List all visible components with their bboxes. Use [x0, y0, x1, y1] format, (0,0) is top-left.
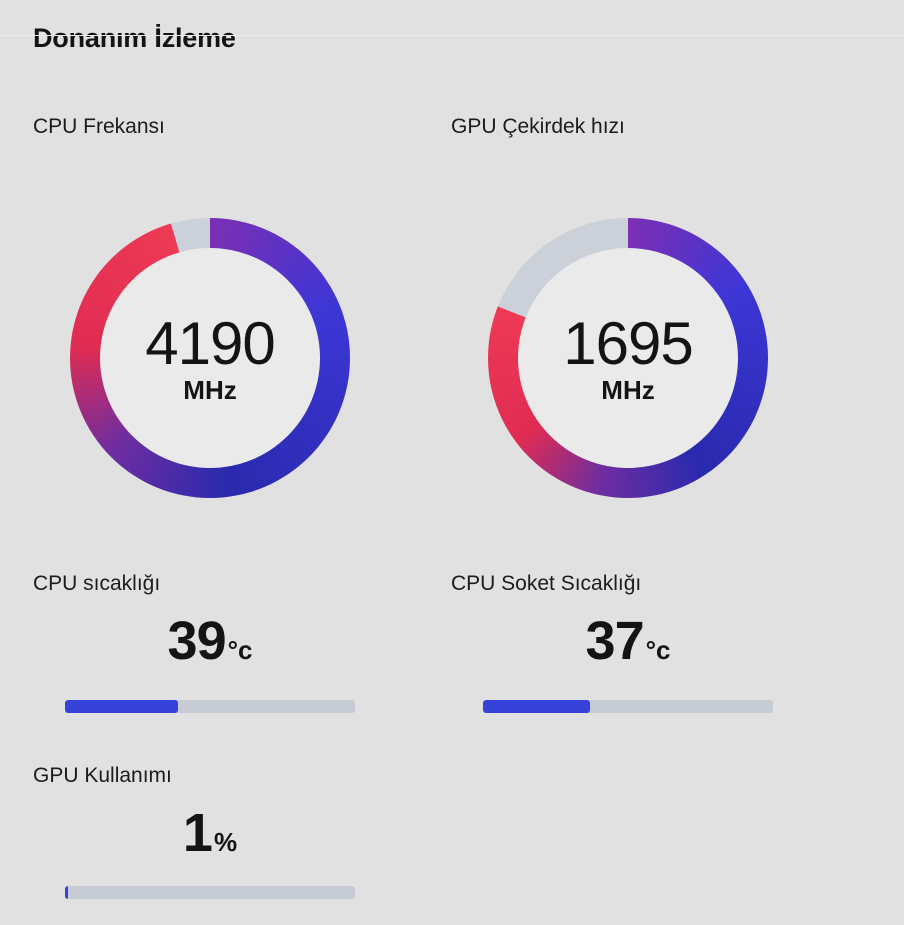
- donut-chart-gpu-core-speed: 1695 MHz: [488, 218, 768, 498]
- meter-unit-cpu-socket-temp: °c: [645, 635, 671, 665]
- donut-hole: 1695 MHz: [518, 248, 738, 468]
- progress-fill-cpu-temp: [65, 700, 179, 713]
- meter-unit-cpu-temp: °c: [227, 635, 253, 665]
- meter-value-cpu-socket-temp: 37: [585, 611, 645, 671]
- gauge-value-gpu-core-speed: 1695: [563, 309, 693, 377]
- progress-track-cpu-temp: [65, 700, 355, 713]
- empty-cell: [451, 796, 869, 797]
- progress-track-gpu-usage: [65, 886, 355, 899]
- page-title: Donanım İzleme: [33, 23, 236, 53]
- progress-track-cpu-socket-temp: [483, 700, 773, 713]
- gauge-cpu-frequency: 4190 MHz: [33, 218, 451, 498]
- gauge-gpu-core-speed: 1695 MHz: [451, 218, 869, 498]
- gauge-label-cpu-frequency: CPU Frekansı: [33, 115, 165, 138]
- progress-fill-cpu-socket-temp: [483, 700, 591, 713]
- empty-cell: [451, 886, 869, 887]
- meter-value-row-cpu-socket-temp: 37°c: [483, 604, 773, 678]
- meter-bar-row-gpu-usage: [33, 886, 451, 899]
- gauge-label-gpu-core-speed: GPU Çekirdek hızı: [451, 115, 625, 138]
- gauge-value-cpu-frequency: 4190: [145, 309, 275, 377]
- meter-value-cpu-temp: 39: [167, 611, 227, 671]
- empty-cell: [451, 762, 869, 763]
- meter-value-row-cpu-temp: 39°c: [65, 604, 355, 678]
- dashboard-grid: CPU Frekansı GPU Çekirdek hızı 4190 MHz …: [33, 55, 904, 899]
- meter-value-row-gpu-usage: 1%: [65, 796, 355, 870]
- meter-bar-row-cpu-socket-temp: [451, 700, 869, 713]
- donut-chart-cpu-frequency: 4190 MHz: [70, 218, 350, 498]
- gauge-unit-gpu-core-speed: MHz: [601, 374, 655, 405]
- meter-label-gpu-usage: GPU Kullanımı: [33, 764, 172, 787]
- meter-label-cpu-temp: CPU sıcaklığı: [33, 572, 161, 595]
- donut-hole: 4190 MHz: [100, 248, 320, 468]
- meter-bar-row-cpu-temp: [33, 700, 451, 713]
- meter-value-gpu-usage: 1: [182, 803, 213, 863]
- gauge-unit-cpu-frequency: MHz: [183, 374, 237, 405]
- meter-unit-gpu-usage: %: [213, 827, 238, 857]
- meter-label-cpu-socket-temp: CPU Soket Sıcaklığı: [451, 572, 642, 595]
- progress-fill-gpu-usage: [65, 886, 68, 899]
- top-separator: [0, 35, 904, 36]
